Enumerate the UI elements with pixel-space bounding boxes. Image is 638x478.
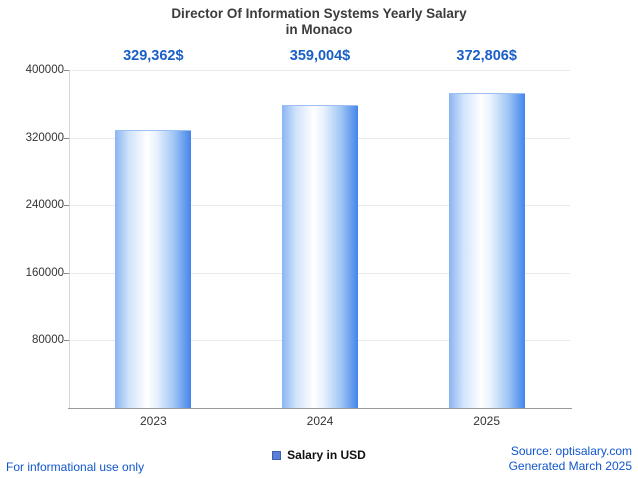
plot-area: 80000 160000 240000 320000 400000 329,362$ 202… [26,48,572,428]
legend[interactable]: Salary in USD [0,448,638,462]
y-tick-mark [64,137,69,139]
bar-2023 [115,129,192,408]
x-tick-label-2023: 2023 [139,414,167,428]
bar-2024 [282,104,358,408]
y-tick-mark [64,272,69,274]
value-label-2024: 359,004$ [289,48,351,64]
y-tick-mark [64,205,69,207]
y-tick-label: 160000 [25,266,64,279]
generated-date: Generated March 2025 [508,459,632,473]
y-tick-label: 80000 [32,334,64,347]
x-tick-label-2024: 2024 [306,414,334,428]
disclaimer-link[interactable]: For informational use only [6,460,145,474]
value-label-2023: 329,362$ [123,48,184,64]
y-tick-label: 400000 [25,64,64,76]
bar-2025 [448,92,525,408]
legend-label: Salary in USD [287,448,366,462]
x-axis-line [68,408,572,409]
chart-title-line1: Director Of Information Systems Yearly S… [171,6,467,21]
x-tick-label-2025: 2025 [473,414,500,428]
y-axis-line [69,70,70,408]
y-tick-mark [64,70,69,71]
value-label-2025: 372,806$ [456,48,517,64]
source-link[interactable]: Source: optisalary.com [510,444,632,458]
chart-title-line2: in Monaco [285,22,353,37]
y-tick-label: 320000 [25,131,64,144]
footer-attribution: Source: optisalary.com Generated March 2… [509,444,632,474]
chart-title: Director Of Information Systems Yearly S… [0,6,638,38]
y-tick-mark [64,340,69,342]
y-tick-label: 240000 [25,199,64,212]
legend-swatch-icon [272,450,282,460]
gridline [70,70,570,71]
